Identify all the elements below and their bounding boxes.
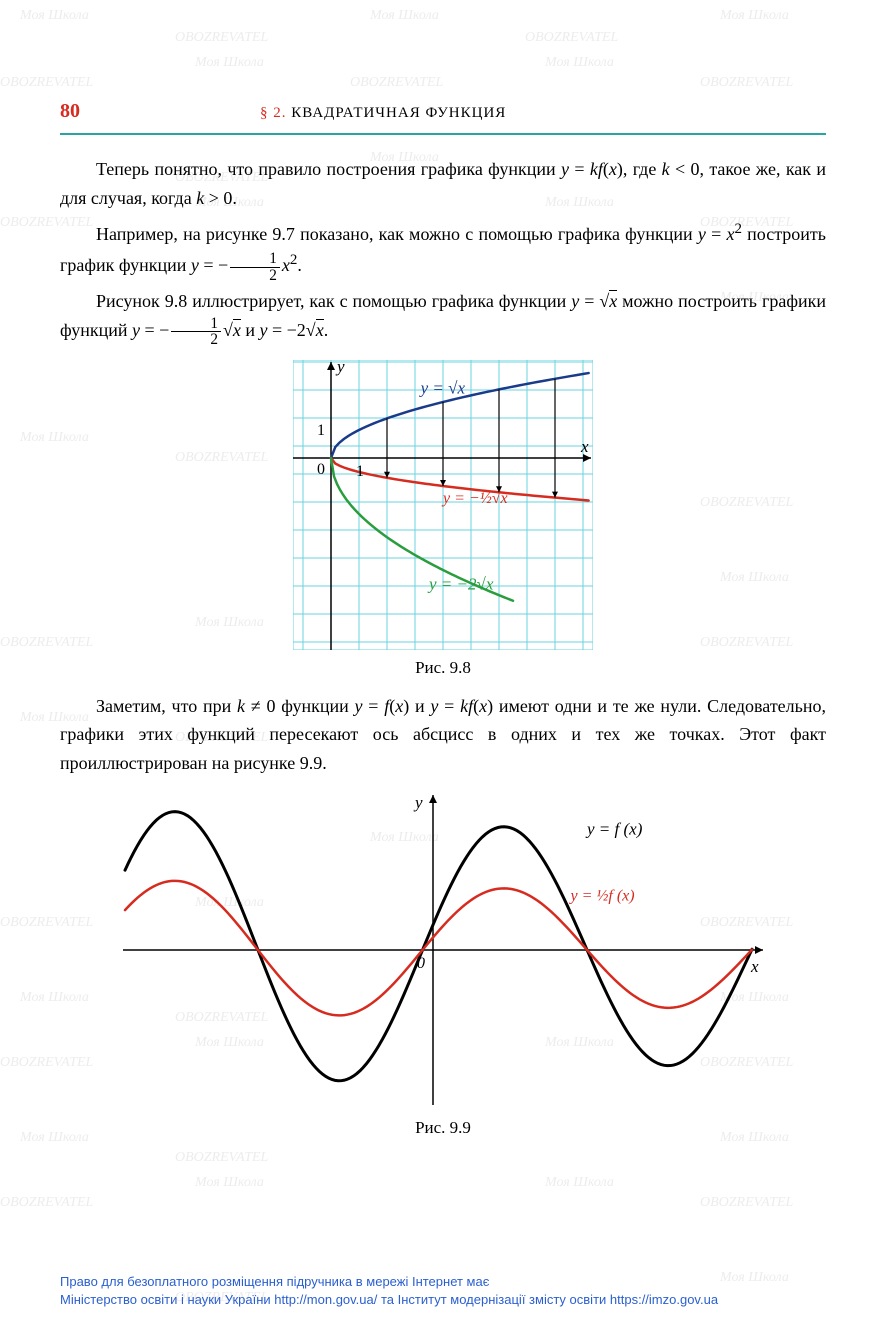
chart-9-8: 1 1 0 y x y = √x y = −½√x y = −2√x: [293, 360, 593, 650]
svg-text:y = √x: y = √x: [419, 378, 466, 397]
svg-text:0: 0: [317, 461, 325, 478]
watermark: OBOZREVATEL: [700, 1195, 793, 1211]
svg-text:y: y: [413, 793, 423, 812]
paragraph-2: Например, на рисунке 9.7 показано, как м…: [60, 217, 826, 283]
svg-text:y: y: [335, 360, 345, 376]
figure-9-8-caption: Рис. 9.8: [60, 658, 826, 678]
footer-line-2: Міністерство освіти і науки України http…: [60, 1291, 866, 1309]
paragraph-4: Заметим, что при k ≠ 0 функции y = f(x) …: [60, 692, 826, 778]
footer-line-1: Право для безоплатного розміщення підруч…: [60, 1273, 866, 1291]
page-header: 80 § 2. КВАДРАТИЧНАЯ ФУНКЦИЯ: [60, 100, 826, 123]
section-title: § 2. КВАДРАТИЧНАЯ ФУНКЦИЯ: [260, 105, 506, 122]
svg-text:1: 1: [317, 422, 325, 439]
figure-9-8: 1 1 0 y x y = √x y = −½√x y = −2√x: [60, 360, 826, 650]
svg-text:x: x: [580, 437, 589, 456]
figure-9-9-caption: Рис. 9.9: [60, 1118, 826, 1138]
header-rule: [60, 133, 826, 135]
svg-text:y = ½f (x): y = ½f (x): [569, 887, 635, 904]
footer: Право для безоплатного розміщення підруч…: [60, 1273, 866, 1309]
svg-text:y = −½√x: y = −½√x: [441, 489, 508, 506]
watermark: OBOZREVATEL: [0, 1195, 93, 1211]
chart-9-9: 0 y x y = f (x) y = ½f (x): [113, 790, 773, 1110]
svg-text:y = −2√x: y = −2√x: [427, 574, 494, 593]
svg-text:y = f (x): y = f (x): [585, 819, 643, 838]
page-content: 80 § 2. КВАДРАТИЧНАЯ ФУНКЦИЯ Теперь поня…: [0, 0, 886, 1182]
svg-text:1: 1: [356, 463, 364, 480]
paragraph-3: Рисунок 9.8 иллюстрирует, как с помощью …: [60, 287, 826, 347]
svg-text:0: 0: [417, 955, 425, 972]
figure-9-9: 0 y x y = f (x) y = ½f (x): [60, 790, 826, 1110]
paragraph-1: Теперь понятно, что правило построения г…: [60, 155, 826, 213]
svg-text:x: x: [750, 957, 759, 976]
page-number: 80: [60, 100, 80, 123]
